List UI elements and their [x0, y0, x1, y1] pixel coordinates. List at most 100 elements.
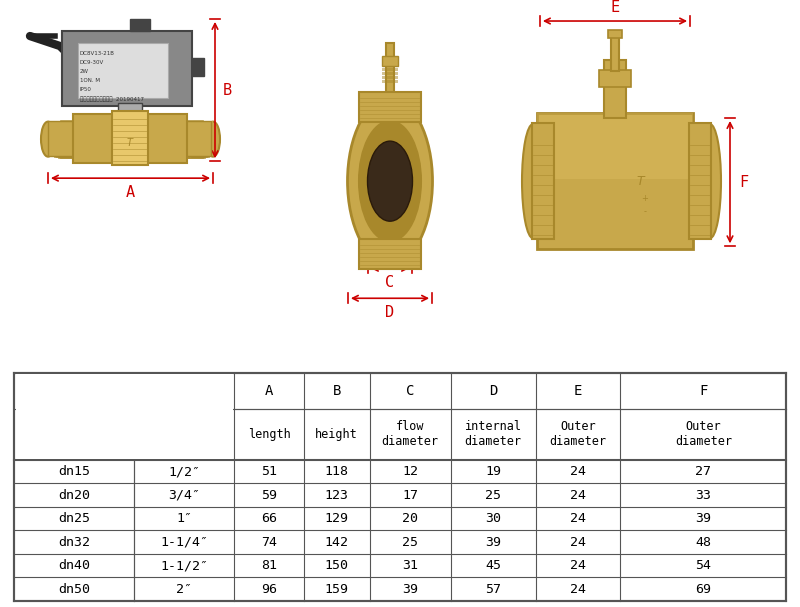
Text: T: T [127, 138, 133, 148]
Text: 3/4″: 3/4″ [168, 489, 200, 501]
Ellipse shape [367, 141, 413, 221]
Text: Model: Model [103, 410, 146, 424]
FancyBboxPatch shape [604, 60, 626, 118]
Text: 69: 69 [695, 583, 711, 595]
Text: 66: 66 [261, 512, 277, 525]
FancyBboxPatch shape [48, 121, 63, 156]
Text: 51: 51 [261, 465, 277, 478]
Text: 159: 159 [325, 583, 349, 595]
Text: B: B [222, 83, 231, 98]
Text: flow
diameter: flow diameter [382, 420, 438, 448]
Text: 1-1/2″: 1-1/2″ [160, 559, 208, 572]
FancyBboxPatch shape [193, 122, 211, 156]
FancyBboxPatch shape [689, 123, 711, 239]
FancyBboxPatch shape [192, 58, 204, 76]
Ellipse shape [359, 121, 421, 241]
Text: internal
diameter: internal diameter [465, 420, 522, 448]
Text: E: E [610, 0, 619, 15]
FancyBboxPatch shape [382, 76, 398, 79]
FancyBboxPatch shape [382, 72, 398, 75]
Text: 25: 25 [485, 489, 501, 501]
Text: dn20: dn20 [58, 489, 90, 501]
Text: T: T [636, 175, 644, 188]
Text: dn40: dn40 [58, 559, 90, 572]
Text: C: C [386, 275, 394, 290]
Text: 57: 57 [485, 583, 501, 595]
Text: 129: 129 [325, 512, 349, 525]
Text: +: + [642, 194, 649, 203]
Text: 74: 74 [261, 535, 277, 549]
Text: 24: 24 [570, 535, 586, 549]
Text: 24: 24 [570, 583, 586, 595]
FancyBboxPatch shape [189, 121, 207, 157]
Text: height: height [315, 428, 358, 441]
Text: 2″: 2″ [176, 583, 192, 595]
Text: 27: 27 [695, 465, 711, 478]
Text: 24: 24 [570, 559, 586, 572]
Text: F: F [699, 384, 707, 398]
Text: 24: 24 [570, 465, 586, 478]
Text: C: C [406, 384, 414, 398]
Text: DC8V13-21B: DC8V13-21B [80, 51, 115, 56]
Text: length: length [248, 428, 290, 441]
Text: 33: 33 [695, 489, 711, 501]
Text: 142: 142 [325, 535, 349, 549]
Text: 31: 31 [402, 559, 418, 572]
Text: Outer
diameter: Outer diameter [675, 420, 732, 448]
FancyBboxPatch shape [112, 111, 148, 165]
Text: Outer
diameter: Outer diameter [550, 420, 606, 448]
Ellipse shape [41, 121, 55, 157]
Text: 上海和燸阀门有限公司  20190417: 上海和燸阀门有限公司 20190417 [80, 96, 144, 102]
FancyBboxPatch shape [130, 19, 150, 31]
Text: 81: 81 [261, 559, 277, 572]
Text: dn50: dn50 [58, 583, 90, 595]
FancyBboxPatch shape [183, 121, 211, 156]
Text: 118: 118 [325, 465, 349, 478]
Text: B: B [333, 384, 341, 398]
FancyBboxPatch shape [532, 123, 554, 239]
Text: 1ON. M: 1ON. M [80, 78, 100, 83]
Text: A: A [126, 185, 135, 200]
Text: dn25: dn25 [58, 512, 90, 525]
Text: 2W: 2W [80, 69, 89, 74]
Text: IP50: IP50 [80, 87, 92, 92]
Text: 96: 96 [261, 583, 277, 595]
Text: 45: 45 [485, 559, 501, 572]
FancyBboxPatch shape [118, 103, 142, 118]
Text: 59: 59 [261, 489, 277, 501]
Ellipse shape [347, 98, 433, 263]
Text: dn15: dn15 [58, 465, 90, 478]
Text: 24: 24 [570, 512, 586, 525]
Text: 123: 123 [325, 489, 349, 501]
Text: 17: 17 [402, 489, 418, 501]
Text: 19: 19 [485, 465, 501, 478]
FancyBboxPatch shape [359, 92, 421, 122]
FancyBboxPatch shape [198, 121, 213, 156]
FancyBboxPatch shape [48, 121, 76, 156]
FancyBboxPatch shape [58, 121, 76, 158]
FancyBboxPatch shape [56, 121, 74, 157]
FancyBboxPatch shape [73, 114, 187, 163]
Text: 25: 25 [402, 535, 418, 549]
Text: E: E [574, 384, 582, 398]
Text: 20: 20 [402, 512, 418, 525]
FancyBboxPatch shape [599, 70, 631, 87]
FancyBboxPatch shape [187, 121, 205, 158]
FancyBboxPatch shape [382, 68, 398, 71]
Text: D: D [386, 305, 394, 320]
FancyBboxPatch shape [191, 121, 209, 157]
Text: -: - [643, 207, 646, 216]
Text: A: A [265, 384, 274, 398]
FancyBboxPatch shape [52, 122, 70, 156]
Text: 24: 24 [570, 489, 586, 501]
Text: 150: 150 [325, 559, 349, 572]
Bar [16, 374, 233, 459]
FancyBboxPatch shape [611, 31, 619, 71]
Ellipse shape [522, 124, 544, 238]
FancyBboxPatch shape [608, 30, 622, 38]
FancyBboxPatch shape [537, 113, 693, 179]
Text: 1″: 1″ [176, 512, 192, 525]
Text: 1/2″: 1/2″ [168, 465, 200, 478]
Text: 48: 48 [695, 535, 711, 549]
Text: 30: 30 [485, 512, 501, 525]
